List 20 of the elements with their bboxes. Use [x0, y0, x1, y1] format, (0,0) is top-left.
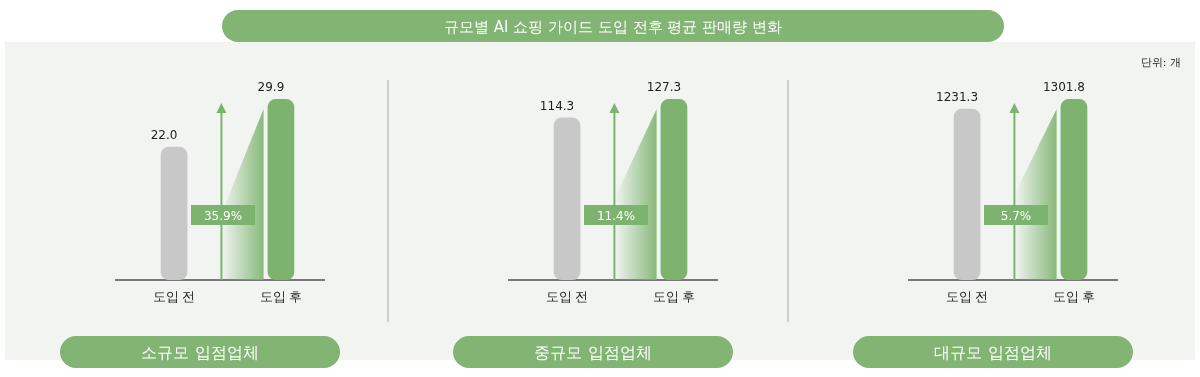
x-tick-label: 도입 전: [152, 289, 196, 305]
data-label: 22.0: [150, 127, 178, 142]
x-axis-title: 대규모 입점업체: [934, 343, 1052, 362]
x-axis-title: 중규모 입점업체: [534, 343, 652, 362]
x-tick-label: 도입 전: [545, 289, 589, 305]
x-tick-label: 도입 후: [652, 289, 696, 305]
text: 단위: 개: [1140, 56, 1181, 69]
x-tick-label: 도입 후: [259, 289, 303, 305]
data-label: 1301.8: [1042, 80, 1085, 95]
annotation: 35.9%: [203, 209, 243, 223]
chart-title: 규모별 AI 쇼핑 가이드 도입 전후 평균 판매량 변화: [444, 18, 782, 36]
x-tick-label: 도입 전: [945, 289, 989, 305]
annotation: 11.4%: [596, 209, 636, 223]
data-label: 127.3: [646, 80, 682, 95]
annotation: 5.7%: [1000, 209, 1032, 223]
x-axis-title: 소규모 입점업체: [141, 343, 259, 362]
data-label: 1231.3: [936, 89, 979, 104]
data-label: 114.3: [539, 98, 575, 113]
x-tick-label: 도입 후: [1052, 289, 1096, 305]
data-label: 29.9: [257, 80, 285, 95]
